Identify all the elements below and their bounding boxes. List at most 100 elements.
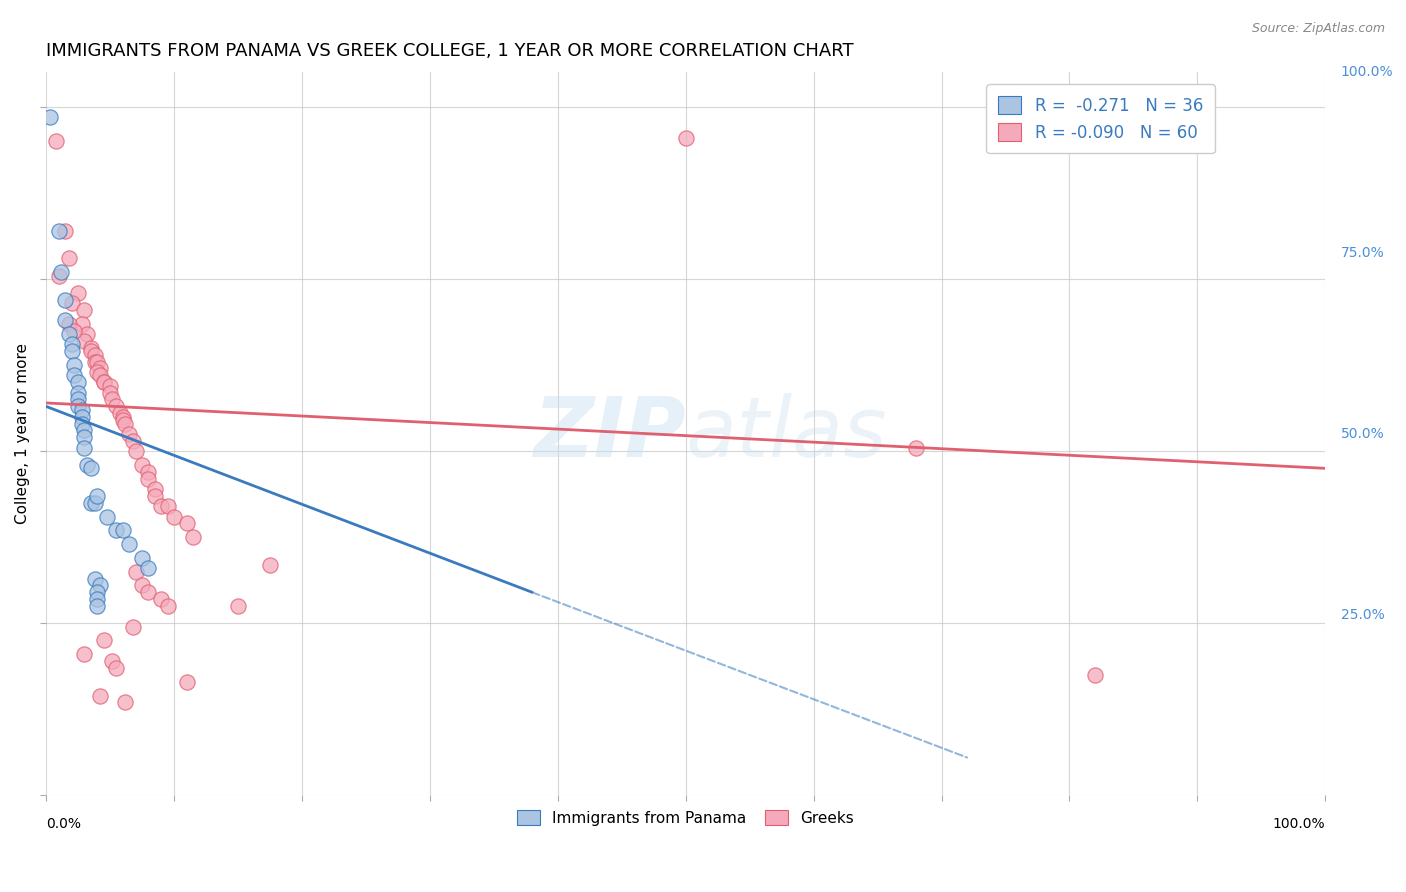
Point	[66, 392, 89, 407]
Point	[86, 365, 108, 379]
Y-axis label: College, 1 year or more: College, 1 year or more	[15, 343, 30, 524]
Text: ZIP: ZIP	[533, 393, 686, 475]
Point	[105, 661, 128, 675]
Point	[101, 392, 124, 407]
Text: atlas: atlas	[686, 393, 887, 475]
Text: 0.0%: 0.0%	[46, 817, 82, 831]
Text: 100.0%: 100.0%	[1341, 65, 1393, 79]
Point	[58, 252, 80, 266]
Point	[226, 599, 249, 613]
Point	[156, 599, 179, 613]
Point	[176, 674, 198, 689]
Point	[73, 424, 96, 438]
Point	[118, 537, 141, 551]
Point	[60, 337, 83, 351]
Point	[105, 400, 128, 414]
Point	[143, 489, 166, 503]
Point	[70, 409, 93, 424]
Point	[105, 524, 128, 538]
Point	[73, 441, 96, 455]
Point	[76, 458, 98, 472]
Point	[114, 417, 136, 431]
Point	[163, 509, 186, 524]
Point	[66, 385, 89, 400]
Point	[93, 376, 115, 390]
Point	[83, 354, 105, 368]
Point	[83, 572, 105, 586]
Point	[675, 131, 697, 145]
Point	[70, 317, 93, 331]
Text: 25.0%: 25.0%	[1341, 607, 1385, 622]
Point	[73, 303, 96, 318]
Point	[136, 465, 159, 479]
Point	[86, 489, 108, 503]
Point	[73, 334, 96, 348]
Point	[66, 400, 89, 414]
Text: 100.0%: 100.0%	[1272, 817, 1326, 831]
Point	[108, 406, 131, 420]
Point	[124, 565, 146, 579]
Point	[45, 134, 67, 148]
Point	[38, 110, 60, 124]
Point	[63, 324, 86, 338]
Point	[93, 633, 115, 648]
Point	[89, 578, 111, 592]
Text: 50.0%: 50.0%	[1341, 427, 1385, 441]
Point	[66, 285, 89, 300]
Point	[98, 378, 121, 392]
Point	[114, 695, 136, 709]
Point	[80, 461, 103, 475]
Point	[53, 224, 76, 238]
Point	[176, 516, 198, 531]
Point	[136, 472, 159, 486]
Point	[143, 482, 166, 496]
Point	[80, 344, 103, 359]
Point	[181, 530, 204, 544]
Point	[131, 578, 153, 592]
Point	[136, 585, 159, 599]
Point	[63, 358, 86, 372]
Point	[58, 327, 80, 342]
Point	[122, 620, 145, 634]
Point	[70, 402, 93, 417]
Point	[70, 417, 93, 431]
Point	[66, 376, 89, 390]
Point	[83, 348, 105, 362]
Text: 75.0%: 75.0%	[1341, 246, 1385, 260]
Point	[111, 524, 134, 538]
Point	[111, 409, 134, 424]
Point	[73, 647, 96, 661]
Point	[89, 361, 111, 376]
Point	[150, 592, 173, 607]
Point	[156, 499, 179, 513]
Point	[131, 458, 153, 472]
Point	[86, 585, 108, 599]
Point	[53, 313, 76, 327]
Point	[63, 368, 86, 383]
Point	[131, 550, 153, 565]
Point	[86, 354, 108, 368]
Legend: Immigrants from Panama, Greeks: Immigrants from Panama, Greeks	[508, 800, 863, 835]
Point	[96, 509, 118, 524]
Point	[89, 689, 111, 703]
Point	[86, 599, 108, 613]
Point	[98, 385, 121, 400]
Point	[89, 368, 111, 383]
Point	[80, 496, 103, 510]
Point	[60, 296, 83, 310]
Point	[76, 327, 98, 342]
Point	[83, 496, 105, 510]
Point	[259, 558, 281, 572]
Text: IMMIGRANTS FROM PANAMA VS GREEK COLLEGE, 1 YEAR OR MORE CORRELATION CHART: IMMIGRANTS FROM PANAMA VS GREEK COLLEGE,…	[46, 42, 853, 60]
Point	[111, 413, 134, 427]
Point	[86, 592, 108, 607]
Point	[73, 430, 96, 444]
Point	[53, 293, 76, 307]
Point	[48, 268, 70, 283]
Point	[58, 317, 80, 331]
Point	[51, 265, 73, 279]
Point	[904, 441, 927, 455]
Point	[80, 341, 103, 355]
Point	[1084, 668, 1107, 682]
Point	[101, 654, 124, 668]
